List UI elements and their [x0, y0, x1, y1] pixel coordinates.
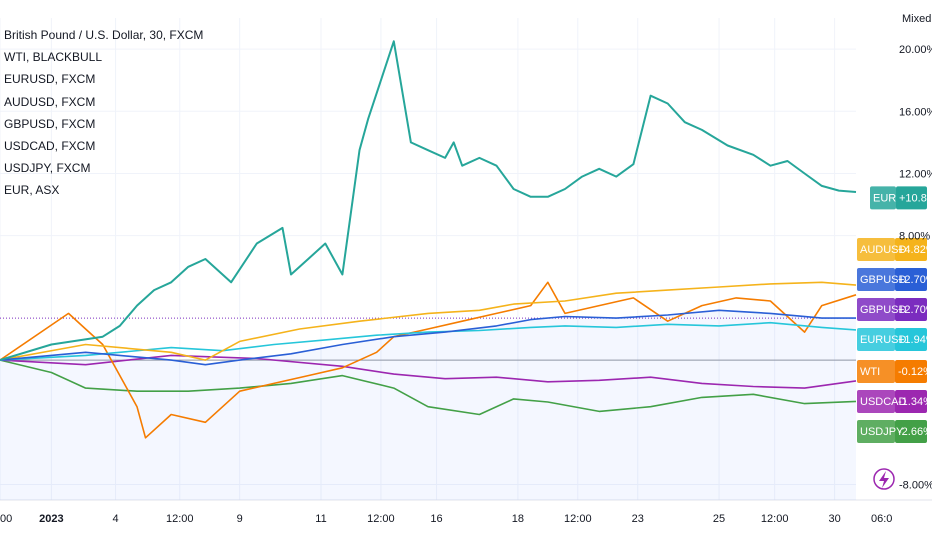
badge-name: WTI: [860, 366, 880, 378]
badge-value-bg: [895, 238, 927, 261]
badge-name-bg: [870, 186, 896, 210]
series-line-eurusd: [0, 321, 857, 361]
y-tick-label: 8.00%: [899, 231, 930, 243]
price-badge-usdcad: USDCAD-1.34%: [857, 390, 932, 413]
legend: British Pound / U.S. Dollar, 30, FXCM WT…: [4, 24, 203, 202]
badge-name-bg: [857, 360, 895, 383]
price-badge-gbpusd: GBPUSD+2.70%: [857, 268, 932, 291]
x-tick-label: 12:00: [367, 513, 395, 525]
badge-value: -0.12%: [898, 366, 932, 378]
badge-name: AUDUSD: [860, 244, 907, 256]
price-badge-audusd: AUDUSD+4.82%: [857, 238, 932, 261]
badge-value-bg: [895, 298, 927, 321]
series-line-usdjpy: [0, 359, 857, 416]
y-axis[interactable]: 20.00% 16.00% 12.00% 8.00% -8.00%: [899, 44, 932, 491]
series-line-usdcad: [0, 354, 857, 389]
x-tick-label: 06:0: [871, 513, 892, 525]
badge-value: +2.70%: [898, 304, 932, 316]
badge-value: +1.94%: [898, 334, 932, 346]
badge-value: +2.70%: [898, 274, 932, 286]
main-series-area: [0, 310, 856, 500]
x-tick-label: 11: [315, 513, 326, 525]
x-tick-label: 25: [713, 513, 725, 525]
legend-audusd[interactable]: AUDUSD, FXCM: [4, 94, 96, 109]
badge-value-bg: [895, 360, 927, 383]
badge-name-bg: [857, 420, 895, 443]
x-tick-label: 2023: [39, 513, 63, 525]
main-area-fill: [0, 310, 856, 500]
badge-name: USDJPY: [860, 426, 904, 438]
x-tick-label: 12:00: [166, 513, 194, 525]
legend-eurusd[interactable]: EURUSD, FXCM: [4, 72, 96, 87]
y-tick-label: 12.00%: [899, 168, 932, 180]
scale-mode-label[interactable]: Mixed: [902, 13, 931, 25]
series-line-audusd: [0, 281, 857, 361]
badge-value: +4.82%: [898, 244, 932, 256]
badge-value-bg: [895, 420, 927, 443]
badge-name: GBPUSD: [860, 274, 907, 286]
legend-gbpusd[interactable]: GBPUSD, FXCM: [4, 116, 96, 131]
x-tick-label: 30: [828, 513, 840, 525]
price-badges: EUR+10.81%AUDUSD+4.82%GBPUSD+2.70%GBPUSD…: [857, 186, 932, 443]
legend-usdcad[interactable]: USDCAD, FXCM: [4, 138, 96, 153]
badge-value-bg: [895, 268, 927, 291]
badge-value: -2.66%: [898, 426, 932, 438]
badge-name-bg: [857, 238, 895, 261]
badge-value-bg: [895, 390, 927, 413]
badge-value: -1.34%: [898, 396, 932, 408]
badge-name: GBPUSD: [860, 304, 907, 316]
badge-name: EUR: [873, 192, 896, 204]
x-tick-label: 16: [430, 513, 442, 525]
price-badge-usdjpy: USDJPY-2.66%: [857, 420, 932, 443]
x-tick-label: 18: [512, 513, 524, 525]
badge-value-bg: [895, 328, 927, 351]
y-tick-label: -8.00%: [899, 479, 932, 491]
legend-eur[interactable]: EUR, ASX: [4, 183, 60, 198]
series-line-wti: [0, 281, 857, 439]
badge-name: USDCAD: [860, 396, 907, 408]
x-tick-label: 12:00: [564, 513, 592, 525]
badge-name-bg: [857, 298, 895, 321]
legend-usdjpy[interactable]: USDJPY, FXCM: [4, 161, 91, 176]
x-tick-label: 4: [112, 513, 118, 525]
price-badge-eur: EUR+10.81%: [870, 186, 932, 210]
x-axis[interactable]: 00 2023 4 12:00 9 11 12:00 16 18 12:00 23 25 12:00 30…: [0, 513, 892, 525]
badge-value: +10.81%: [899, 192, 932, 204]
badge-name-bg: [857, 268, 895, 291]
series-line-eur: [0, 40, 857, 362]
price-badge-eurusd: EURUSD+1.94%: [857, 328, 932, 351]
x-tick-label: 9: [237, 513, 243, 525]
legend-wti[interactable]: WTI, BLACKBULL: [4, 50, 103, 65]
badge-name-bg: [857, 328, 895, 351]
x-tick-label: 00: [0, 513, 12, 525]
y-tick-label: 16.00%: [899, 106, 932, 118]
series-lines: [0, 40, 857, 439]
badge-value-bg: [896, 186, 927, 210]
legend-main-symbol[interactable]: British Pound / U.S. Dollar, 30, FXCM: [4, 28, 204, 42]
badge-name-bg: [857, 390, 895, 413]
price-badge-gbpusd: GBPUSD+2.70%: [857, 298, 932, 321]
series-line-gbpusd: [0, 309, 856, 366]
x-tick-label: 23: [632, 513, 644, 525]
y-tick-label: 20.00%: [899, 44, 932, 56]
badge-name: EURUSD: [860, 334, 907, 346]
grid: [0, 18, 932, 501]
x-tick-label: 12:00: [761, 513, 789, 525]
price-badge-wti: WTI -0.12%: [857, 360, 932, 383]
lightning-icon[interactable]: [873, 468, 895, 490]
